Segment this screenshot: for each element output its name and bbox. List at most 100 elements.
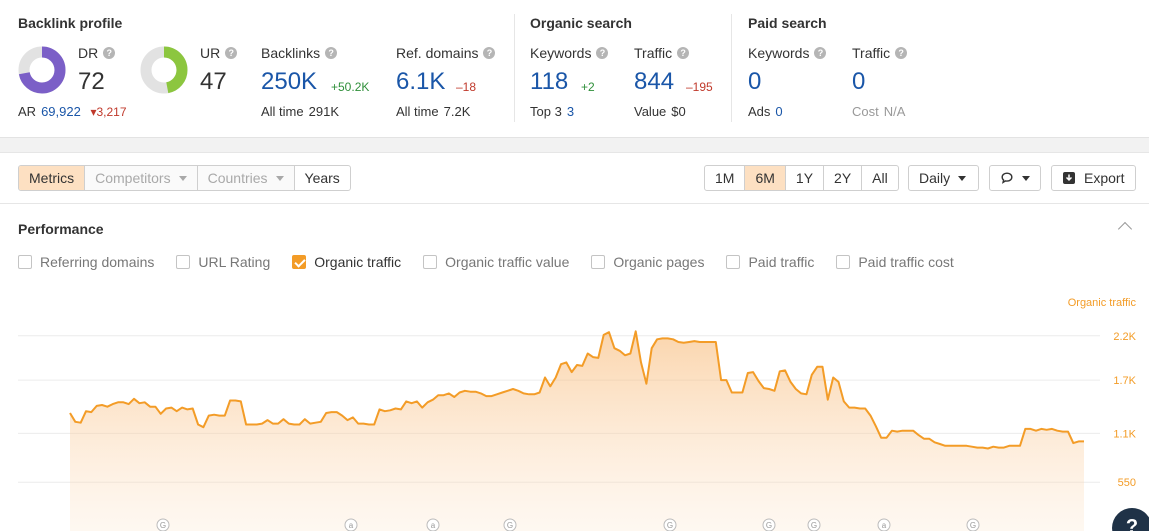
- ref-domains-label: Ref. domains?: [396, 45, 496, 61]
- triangle-down-icon: ▾: [90, 105, 97, 119]
- y-tick-label: 1.1K: [1113, 428, 1136, 440]
- checkbox-url-rating[interactable]: URL Rating: [176, 254, 270, 270]
- range-1y[interactable]: 1Y: [786, 166, 825, 190]
- annotation-circle: [344, 518, 358, 531]
- checkbox-box[interactable]: [836, 255, 851, 269]
- checkbox-box[interactable]: [18, 255, 32, 269]
- dr-label: DR?: [78, 45, 116, 61]
- organic-keywords-delta: +2: [581, 80, 595, 94]
- metric-checkboxes: Referring domains URL Rating Organic tra…: [18, 254, 976, 270]
- chevron-down-icon: [275, 175, 284, 181]
- checkbox-box[interactable]: [591, 255, 606, 269]
- annotation-marker[interactable]: G: [156, 518, 170, 531]
- backlink-profile-title: Backlink profile: [18, 15, 123, 31]
- ref-domains-delta: –18: [456, 80, 477, 94]
- checkbox-referring-domains[interactable]: Referring domains: [18, 254, 154, 270]
- annotation-marker[interactable]: G: [663, 518, 677, 531]
- export-button[interactable]: Export: [1051, 165, 1136, 191]
- checkbox-organic-traffic-value[interactable]: Organic traffic value: [423, 254, 569, 270]
- annotation-circle: [877, 518, 891, 531]
- annotation-circle: [156, 518, 170, 531]
- toolbar-divider: [0, 203, 1149, 204]
- help-icon[interactable]: ?: [814, 47, 827, 59]
- help-icon[interactable]: ?: [225, 47, 238, 59]
- paid-keywords-label: Keywords?: [748, 45, 827, 61]
- checkbox-organic-pages[interactable]: Organic pages: [591, 254, 704, 270]
- organic-traffic-value-row: Value $0: [634, 104, 686, 119]
- help-chat-button[interactable]: ?: [1112, 508, 1149, 531]
- checkbox-paid-traffic-cost[interactable]: Paid traffic cost: [836, 254, 954, 270]
- area-fill: [70, 331, 1084, 531]
- range-6m[interactable]: 6M: [745, 166, 786, 190]
- ref-domains-value[interactable]: 6.1K: [396, 68, 446, 95]
- chevron-up-icon[interactable]: [1117, 221, 1133, 237]
- checkbox-box[interactable]: [423, 255, 438, 269]
- organic-keywords-label: Keywords?: [530, 45, 609, 61]
- annotation-marker[interactable]: G: [807, 518, 821, 531]
- paid-keywords-value[interactable]: 0: [748, 68, 762, 95]
- ar-value[interactable]: 69,922: [41, 104, 81, 119]
- annotation-marker[interactable]: G: [762, 518, 776, 531]
- annotation-label: a: [882, 521, 887, 530]
- comment-icon: [1001, 172, 1013, 184]
- paid-traffic-value[interactable]: 0: [852, 68, 866, 95]
- series-line-organic-traffic[interactable]: [69, 330, 1084, 450]
- interval-dropdown[interactable]: Daily: [908, 165, 979, 191]
- annotation-marker[interactable]: a: [426, 518, 440, 531]
- checkbox-organic-traffic[interactable]: Organic traffic: [292, 254, 401, 270]
- annotation-marker[interactable]: G: [966, 518, 980, 531]
- chevron-down-icon: [958, 175, 967, 181]
- checkbox-box[interactable]: [292, 255, 307, 269]
- chevron-down-icon: [1022, 175, 1030, 181]
- ur-value: 47: [200, 68, 227, 95]
- range-selector: 1M 6M 1Y 2Y All: [704, 165, 899, 191]
- tab-metrics[interactable]: Metrics: [19, 166, 86, 190]
- annotation-circle: [663, 518, 677, 531]
- annotation-label: G: [160, 521, 166, 530]
- annotation-circle: [503, 518, 517, 531]
- annotation-marker[interactable]: G: [503, 518, 517, 531]
- checkbox-paid-traffic[interactable]: Paid traffic: [726, 254, 814, 270]
- help-icon[interactable]: ?: [103, 47, 116, 59]
- help-icon[interactable]: ?: [677, 47, 690, 59]
- range-2y[interactable]: 2Y: [824, 166, 863, 190]
- help-icon[interactable]: ?: [895, 47, 908, 59]
- annotation-marker[interactable]: a: [877, 518, 891, 531]
- annotation-label: G: [970, 521, 976, 530]
- help-icon[interactable]: ?: [596, 47, 609, 59]
- stats-panel: Backlink profile DR? 72 UR? 47 AR 69,922 …: [0, 0, 1149, 138]
- annotations-dropdown[interactable]: [989, 165, 1041, 191]
- download-icon: [1063, 172, 1075, 184]
- section-gap: [0, 138, 1149, 153]
- organic-traffic-delta: –195: [686, 80, 713, 94]
- range-1m[interactable]: 1M: [705, 166, 746, 190]
- checkbox-box[interactable]: [726, 255, 741, 269]
- backlinks-delta: +50.2K: [331, 80, 370, 94]
- tab-countries[interactable]: Countries: [197, 166, 295, 190]
- performance-title: Performance: [18, 221, 104, 237]
- tab-years[interactable]: Years: [304, 170, 340, 186]
- annotation-label: a: [349, 521, 354, 530]
- organic-keywords-value[interactable]: 118: [530, 68, 569, 95]
- y-tick-label: 550: [1118, 477, 1136, 489]
- ur-donut: [140, 46, 188, 94]
- help-icon[interactable]: ?: [325, 47, 338, 59]
- ref-domains-alltime: All time 7.2K: [396, 104, 471, 119]
- annotation-label: G: [766, 521, 772, 530]
- dr-value: 72: [78, 68, 105, 95]
- annotation-marker[interactable]: a: [344, 518, 358, 531]
- backlinks-value[interactable]: 250K: [261, 68, 318, 95]
- help-icon[interactable]: ?: [483, 47, 496, 59]
- section-divider: [514, 14, 515, 122]
- paid-cost: Cost N/A: [852, 104, 906, 119]
- organic-traffic-value[interactable]: 844: [634, 68, 675, 95]
- y-tick-label: 2.2K: [1113, 331, 1136, 343]
- backlinks-label: Backlinks?: [261, 45, 338, 61]
- tab-competitors[interactable]: Competitors: [85, 166, 198, 190]
- range-all[interactable]: All: [872, 170, 888, 186]
- checkbox-box[interactable]: [176, 255, 191, 269]
- annotation-label: G: [507, 521, 513, 530]
- ar-row: AR 69,922 ▾3,217: [18, 104, 127, 119]
